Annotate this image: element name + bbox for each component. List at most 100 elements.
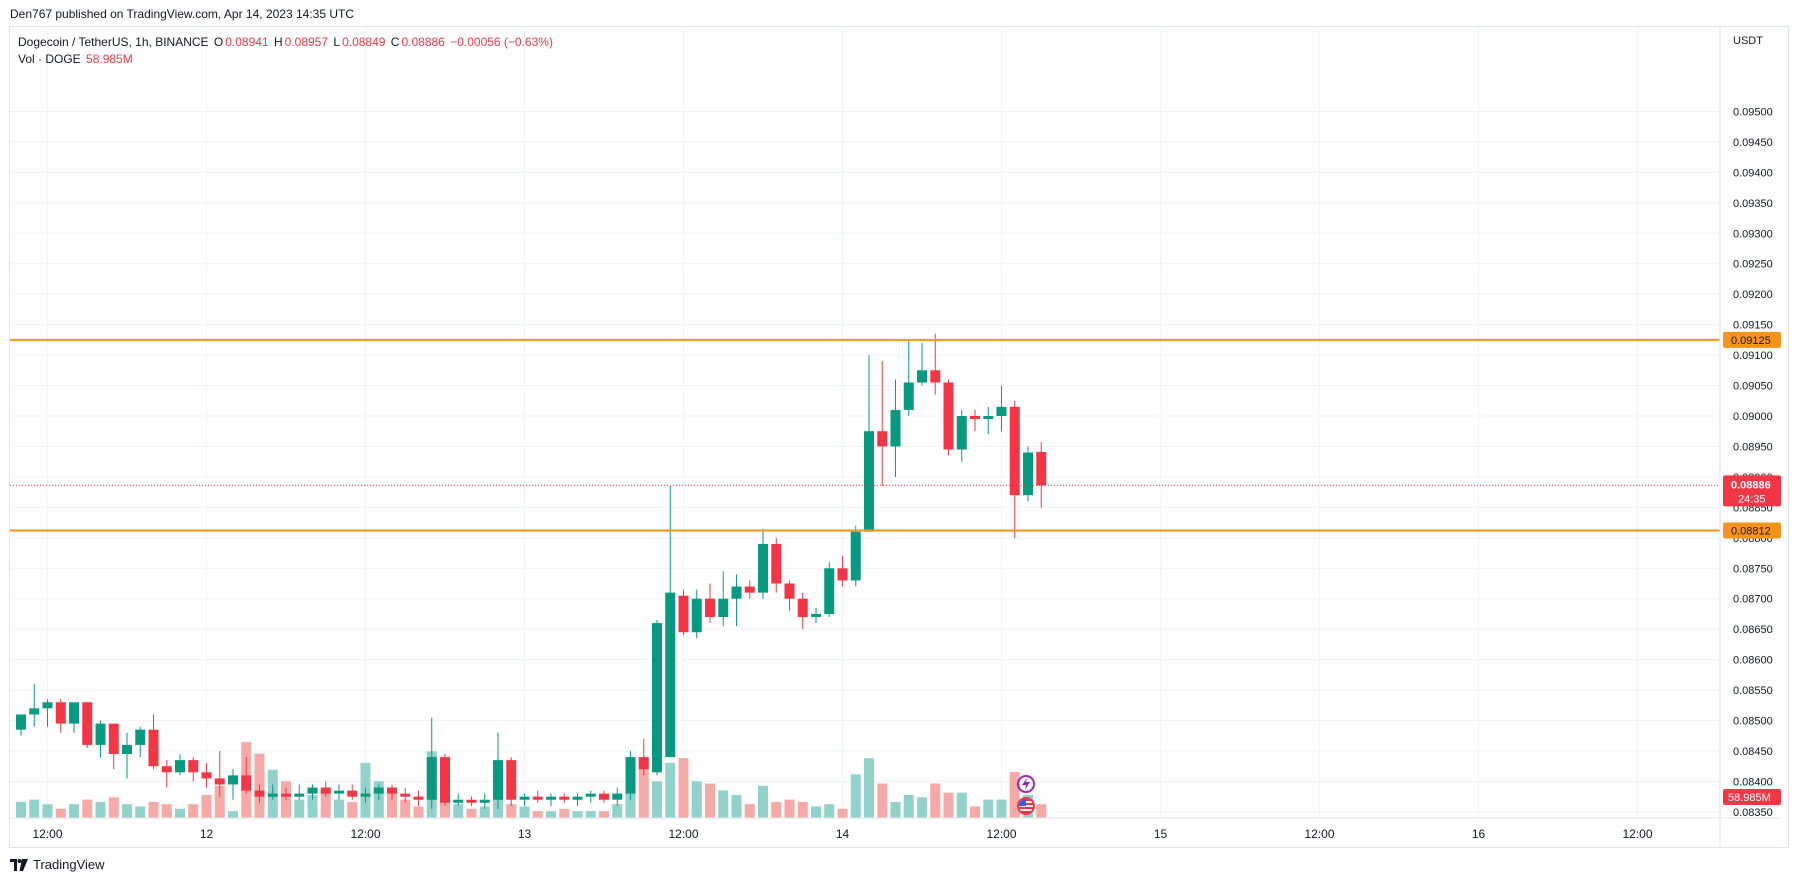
candle-body <box>890 409 901 447</box>
candle-body <box>1023 452 1033 496</box>
volume-value: 58.985M <box>86 52 133 66</box>
candle-body <box>241 775 252 791</box>
volume-bar <box>585 811 596 818</box>
candle-body <box>479 799 490 803</box>
volume-bar <box>1009 772 1020 818</box>
candle-body <box>1036 451 1047 486</box>
change-value: −0.00056 (−0.63%) <box>450 35 553 49</box>
price-tick-label: 0.08600 <box>1733 655 1773 667</box>
price-tick-label: 0.08450 <box>1733 746 1773 758</box>
candle-body <box>16 714 26 730</box>
candle-body <box>797 598 808 617</box>
candle-body <box>864 431 874 532</box>
price-axis-currency: USDT <box>1733 35 1763 47</box>
volume-bar <box>347 801 358 818</box>
candle-body <box>758 543 768 593</box>
candle-body <box>228 775 238 785</box>
candle-body <box>55 702 66 724</box>
open-label: O <box>213 35 224 49</box>
price-tick-label: 0.09450 <box>1733 137 1773 149</box>
candle-body <box>122 744 132 755</box>
candle-body <box>731 586 742 599</box>
volume-bar <box>95 801 106 818</box>
volume-bar <box>956 792 967 818</box>
level-badge-label: 0.09125 <box>1731 335 1771 347</box>
volume-bar <box>29 799 40 818</box>
candle-body <box>493 760 503 800</box>
candle-body <box>665 592 676 758</box>
volume-bar <box>758 785 768 818</box>
price-tick-label: 0.08950 <box>1733 441 1773 453</box>
volume-bar <box>135 806 146 818</box>
lightning-icon[interactable] <box>1017 775 1035 793</box>
candle-body <box>718 598 729 617</box>
price-tick-label: 0.09050 <box>1733 381 1773 393</box>
price-tick-label: 0.09350 <box>1733 198 1773 210</box>
candle-body <box>440 757 450 803</box>
candle-body <box>175 760 185 773</box>
low-value: 0.08849 <box>342 35 386 49</box>
close-value: 0.08886 <box>401 35 445 49</box>
volume-bar <box>82 799 93 818</box>
price-tick-label: 0.09250 <box>1733 259 1773 271</box>
candle-body <box>347 790 358 797</box>
candle-body <box>784 583 795 599</box>
volume-bar <box>559 808 570 818</box>
candle-body <box>705 598 715 617</box>
candle-body <box>400 793 411 797</box>
price-tick-label: 0.08550 <box>1733 685 1773 697</box>
candle-body <box>546 796 556 800</box>
candle-body <box>585 793 596 797</box>
volume-bar <box>811 806 821 818</box>
candle-body <box>824 568 835 614</box>
volume-bar <box>797 801 808 818</box>
price-tick-label: 0.09300 <box>1733 228 1773 240</box>
candle-body <box>956 416 967 450</box>
volume-bar <box>705 783 715 818</box>
time-tick-label: 12:00 <box>1304 827 1334 841</box>
volume-bar <box>532 811 543 818</box>
volume-bar <box>479 806 490 818</box>
volume-bar <box>771 801 782 818</box>
candle-body <box>678 595 689 633</box>
volume-bar <box>294 799 305 818</box>
time-tick-label: 13 <box>518 827 532 841</box>
volume-bar <box>943 792 954 818</box>
time-tick-label: 12:00 <box>32 827 62 841</box>
volume-bar <box>387 790 397 818</box>
candle-body <box>135 729 146 745</box>
volume-bar <box>665 762 676 818</box>
volume-bar <box>996 799 1007 818</box>
candle-body <box>850 531 861 581</box>
candle-body <box>572 796 583 800</box>
time-tick-label: 12:00 <box>1622 827 1652 841</box>
volume-bar <box>744 804 755 818</box>
us-flag-icon[interactable] <box>1017 797 1035 815</box>
footer-brand[interactable]: TradingView <box>10 857 105 872</box>
countdown-label: 24:35 <box>1738 493 1766 505</box>
volume-badge-label: 58.985M <box>1728 792 1771 804</box>
volume-bar <box>466 808 477 818</box>
volume-bar <box>837 808 848 818</box>
volume-bar <box>691 781 702 818</box>
volume-bar <box>877 783 888 818</box>
time-tick-label: 15 <box>1154 827 1168 841</box>
last-price-label: 0.08886 <box>1731 479 1771 491</box>
candle-body <box>334 790 344 794</box>
volume-bar <box>572 811 583 818</box>
volume-bar <box>718 790 729 818</box>
volume-bar <box>400 799 411 818</box>
close-label: C <box>390 35 400 49</box>
volume-bar <box>731 795 742 818</box>
published-by-text: Den767 published on TradingView.com, Apr… <box>10 7 355 21</box>
volume-bar <box>55 808 66 818</box>
candle-body <box>744 586 755 593</box>
candle-body <box>426 757 437 800</box>
last-price-badge <box>1723 475 1781 507</box>
volume-bar <box>1036 804 1047 818</box>
price-tick-label: 0.08650 <box>1733 624 1773 636</box>
candle-body <box>108 723 119 755</box>
candle-body <box>638 757 649 770</box>
candle-body <box>506 760 517 800</box>
